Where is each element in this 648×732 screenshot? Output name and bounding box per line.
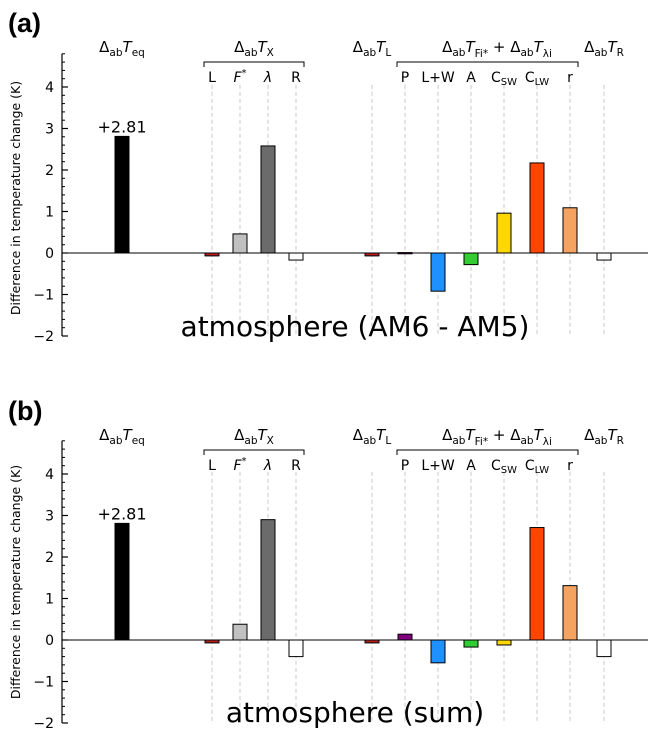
panel-title: atmosphere (sum) [226,696,484,729]
group-header: ΔabTX [234,38,274,59]
group-header: ΔabTFi* + ΔabTλi [442,38,552,60]
bar-1 [204,252,220,257]
y-tick-label: 1 [45,592,54,608]
category-label: CSW [491,458,517,476]
group-header: ΔabTeq [99,38,145,59]
bar-2 [232,623,248,641]
bar-8 [463,639,479,648]
category-label: A [466,70,476,86]
category-label: L [208,70,216,86]
group-header: ΔabTL [353,38,392,59]
y-axis-label: Difference in temperature change (K) [8,81,23,315]
bar-6 [397,252,413,255]
category-label: R [291,70,301,86]
y-tick-label: 4 [45,80,54,96]
panel-title: atmosphere (AM6 - AM5) [181,310,530,343]
y-tick-label: 3 [45,122,54,138]
group-header: ΔabTeq [99,426,145,447]
bar-3 [260,519,276,641]
bar-9 [496,639,512,646]
category-label: P [401,458,409,474]
group-bracket [203,449,305,455]
category-label: λ [263,70,272,86]
group-header: ΔabTR [584,38,624,59]
panel-label: (b) [8,396,42,426]
category-label: A [466,458,476,474]
bar-12 [596,639,612,658]
y-tick-label: 1 [45,205,54,221]
category-label: F* [233,68,246,86]
y-tick-label: −2 [33,329,54,345]
group-header: ΔabTX [234,426,274,447]
bar-6 [397,633,413,641]
category-label: L+W [421,70,455,86]
bar-9 [496,212,512,254]
y-tick-label: −2 [33,716,54,732]
bar-4 [288,639,304,658]
panel-label: (a) [8,8,41,38]
bar-11 [562,207,578,254]
category-label: r [567,70,573,86]
bar-5 [364,639,380,644]
bar-10 [529,527,545,641]
bar-7 [430,639,446,664]
y-tick-label: −1 [33,288,54,304]
category-label: R [291,458,301,474]
category-label: CLW [525,70,549,88]
category-label: r [567,458,573,474]
y-axis-label: Difference in temperature change (K) [8,465,23,699]
y-tick-label: 2 [45,163,54,179]
y-tick-label: 3 [45,509,54,525]
bar-5 [364,252,380,257]
y-tick-label: 2 [45,550,54,566]
category-label: λ [263,458,272,474]
group-bracket [396,61,579,67]
y-tick-label: 4 [45,467,54,483]
bar-4 [288,252,304,261]
bar-3 [260,145,276,254]
bar-10 [529,162,545,254]
category-label: F* [233,456,246,474]
y-tick-label: −1 [33,675,54,691]
group-bracket [203,61,305,67]
y-tick-label: 0 [45,246,54,262]
bar-12 [596,252,612,261]
value-annotation: +2.81 [97,117,146,136]
bar-0 [114,135,130,254]
category-label: CLW [525,458,549,476]
category-label: P [401,70,409,86]
bar-8 [463,252,479,266]
bar-7 [430,252,446,292]
group-header: ΔabTR [584,426,624,447]
chart-panel-a: (a) −2 −1 0 1 2 3 4 Difference in temperature ch… [8,8,648,345]
category-label: CSW [491,70,517,88]
group-bracket [396,449,579,455]
category-label: L+W [421,458,455,474]
group-header: ΔabTFi* + ΔabTλi [442,426,552,448]
group-header: ΔabTL [353,426,392,447]
chart-panel-b: (b) −2 −1 0 1 2 3 4 Difference in temperature ch… [8,396,648,732]
bar-0 [114,522,130,641]
category-label: L [208,458,216,474]
bar-1 [204,639,220,644]
y-tick-label: 0 [45,633,54,649]
bar-2 [232,233,248,254]
value-annotation: +2.81 [97,504,146,523]
bar-11 [562,585,578,641]
